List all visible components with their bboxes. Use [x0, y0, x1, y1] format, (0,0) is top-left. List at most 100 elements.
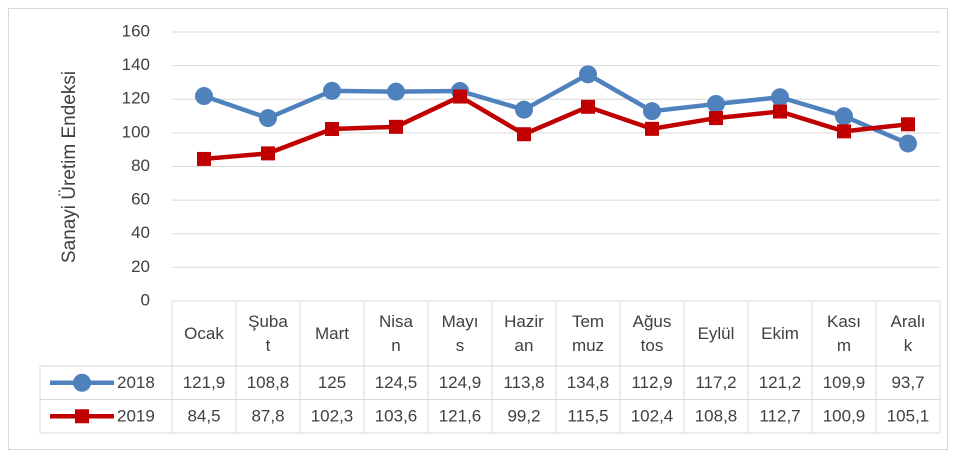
- marker: [707, 94, 725, 113]
- marker: [517, 127, 531, 142]
- marker: [259, 109, 277, 128]
- marker: [515, 100, 533, 119]
- marker: [579, 65, 597, 84]
- x-tick-label: Mart: [300, 301, 364, 366]
- x-tick-label: Nisan: [364, 301, 428, 366]
- y-tick-label: 60: [131, 190, 150, 209]
- legend-label: 2019: [117, 407, 155, 426]
- x-tick-label-text: Mart: [315, 323, 349, 343]
- table-value: 112,9: [631, 373, 672, 392]
- y-tick-label: 80: [131, 156, 150, 175]
- x-tick-label-text: Ekim: [761, 323, 799, 343]
- marker: [389, 119, 403, 134]
- marker: [197, 151, 211, 166]
- marker: [837, 124, 851, 139]
- x-tick-label-text: Şubat: [248, 311, 288, 355]
- marker: [709, 111, 723, 126]
- y-axis-title: Sanayi Üretim Endeksi: [59, 71, 80, 263]
- marker: [835, 107, 853, 126]
- x-tick-label-text: Temmuz: [571, 311, 605, 355]
- x-tick-label-text: Ocak: [184, 323, 224, 343]
- y-tick-label: 120: [122, 89, 150, 108]
- table-value: 117,2: [695, 373, 736, 392]
- marker: [643, 102, 661, 121]
- x-tick-label: Temmuz: [556, 301, 620, 366]
- table-value: 102,3: [311, 407, 354, 426]
- x-tick-label-box: Mayıs: [428, 301, 492, 366]
- table-value: 105,1: [887, 407, 930, 426]
- x-tick-label: Aralık: [876, 301, 940, 366]
- marker: [771, 88, 789, 107]
- x-tick-label-text: Haziran: [504, 311, 544, 355]
- x-tick-label-box: Eylül: [684, 301, 748, 366]
- marker: [645, 121, 659, 136]
- table-value: 84,5: [187, 407, 220, 426]
- x-tick-label: Şubat: [236, 301, 300, 366]
- table-value: 121,6: [439, 407, 482, 426]
- x-tick-label-box: Haziran: [492, 301, 556, 366]
- y-tick-label: 40: [131, 223, 150, 242]
- x-tick-label-text: Eylül: [697, 323, 735, 343]
- x-tick-label-text: Kasım: [826, 311, 862, 355]
- y-tick-label: 20: [131, 257, 150, 276]
- marker: [323, 81, 341, 100]
- x-tick-label-box: Nisan: [364, 301, 428, 366]
- x-tick-label: Ekim: [748, 301, 812, 366]
- x-tick-label: Eylül: [684, 301, 748, 366]
- series-line: [203, 94, 909, 162]
- legend-marker: [75, 409, 89, 424]
- marker: [387, 82, 405, 101]
- table-value: 108,8: [695, 407, 738, 426]
- table-value: 102,4: [631, 407, 674, 426]
- x-tick-label-box: Ekim: [748, 301, 812, 366]
- marker: [773, 104, 787, 119]
- table-value: 124,5: [375, 373, 418, 392]
- x-tick-label: Haziran: [492, 301, 556, 366]
- x-tick-label: Kasım: [812, 301, 876, 366]
- y-tick-label: 160: [122, 21, 150, 40]
- marker: [581, 99, 595, 114]
- x-tick-label: Ağustos: [620, 301, 684, 366]
- x-tick-label-box: Aralık: [876, 301, 940, 366]
- x-tick-label-box: Ağustos: [620, 301, 684, 366]
- x-tick-label-box: Mart: [300, 301, 364, 366]
- table-value: 99,2: [507, 407, 540, 426]
- table-value: 109,9: [823, 373, 866, 392]
- table-value: 113,8: [503, 373, 544, 392]
- x-tick-label-text: Aralık: [890, 311, 926, 355]
- legend-label: 2018: [117, 373, 155, 392]
- series-line: [203, 72, 909, 146]
- table-value: 103,6: [375, 407, 418, 426]
- x-tick-label-box: Kasım: [812, 301, 876, 366]
- table-value: 121,2: [759, 373, 802, 392]
- y-tick-label: 140: [122, 55, 150, 74]
- marker: [195, 87, 213, 106]
- marker: [453, 89, 467, 104]
- table-value: 93,7: [891, 373, 924, 392]
- table-value: 87,8: [251, 407, 284, 426]
- table-value: 125: [318, 373, 346, 392]
- table-value: 124,9: [439, 373, 482, 392]
- x-tick-label-box: Ocak: [172, 301, 236, 366]
- marker: [899, 134, 917, 153]
- table-value: 115,5: [567, 407, 608, 426]
- table-value: 112,7: [759, 407, 800, 426]
- marker: [325, 122, 339, 137]
- x-tick-label: Ocak: [172, 301, 236, 366]
- table-value: 134,8: [567, 373, 610, 392]
- marker: [901, 117, 915, 132]
- x-tick-label-text: Nisan: [378, 311, 413, 355]
- table-value: 108,8: [247, 373, 290, 392]
- x-tick-label: Mayıs: [428, 301, 492, 366]
- x-tick-label-box: Şubat: [236, 301, 300, 366]
- marker: [261, 146, 275, 161]
- y-tick-label: 0: [141, 290, 150, 309]
- x-tick-label-box: Temmuz: [556, 301, 620, 366]
- table-value: 121,9: [183, 373, 226, 392]
- table-value: 100,9: [823, 407, 866, 426]
- chart-border: [8, 8, 948, 450]
- x-tick-label-text: Mayıs: [441, 311, 479, 355]
- x-tick-label-text: Ağustos: [632, 311, 672, 355]
- legend-marker: [73, 373, 91, 392]
